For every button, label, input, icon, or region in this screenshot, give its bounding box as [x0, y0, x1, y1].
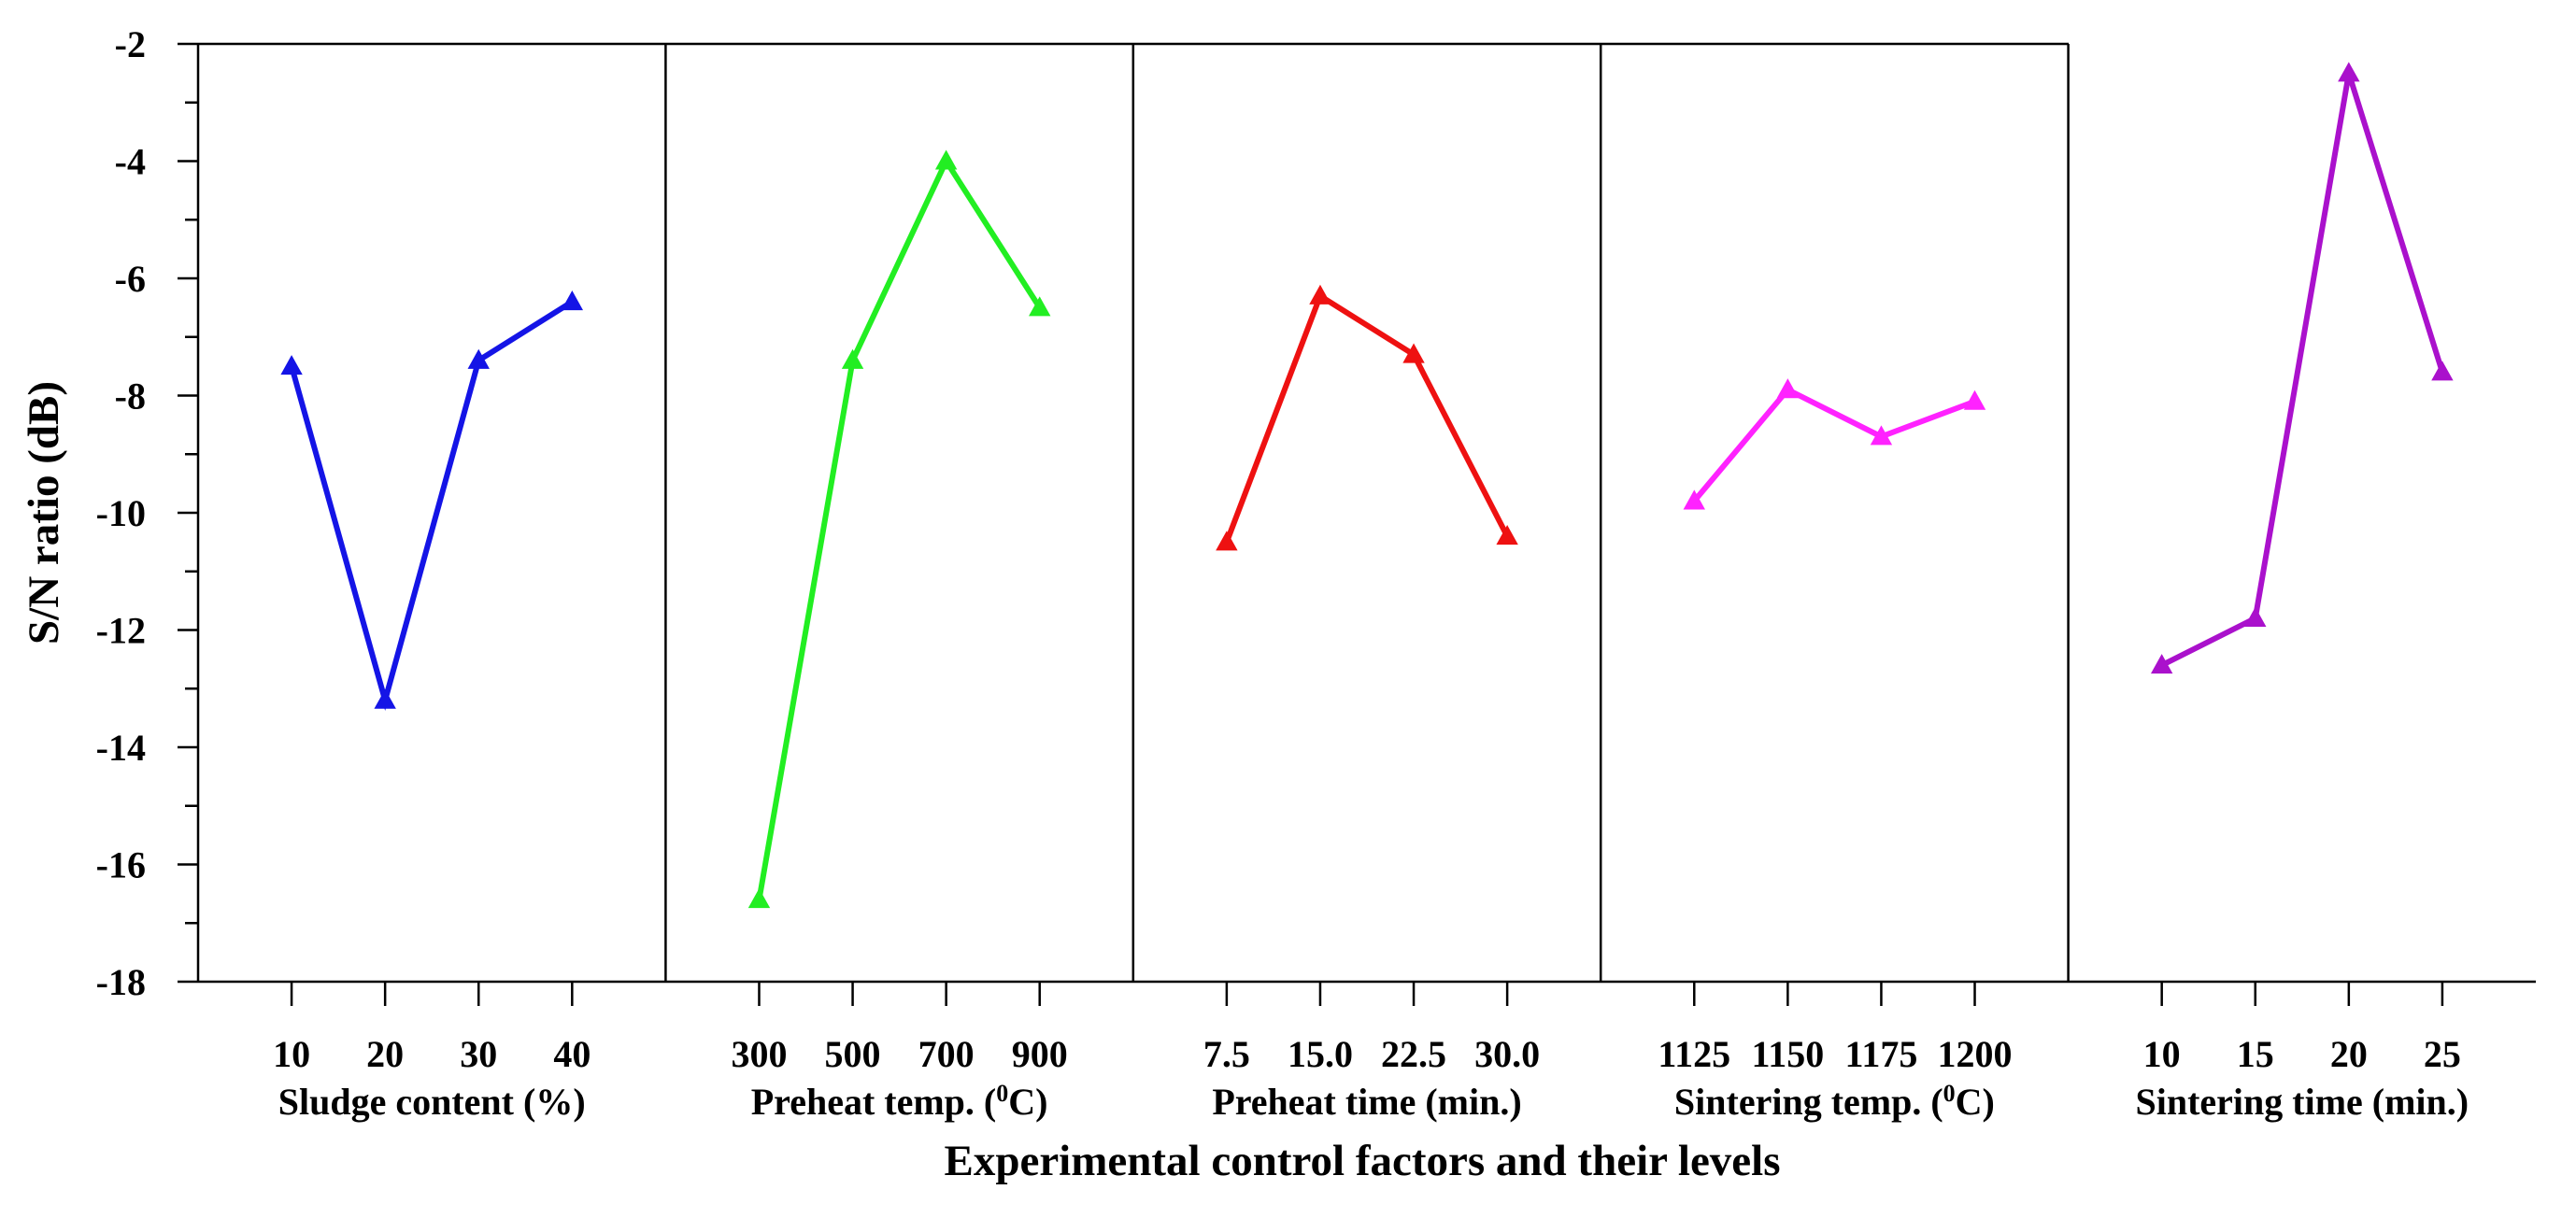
series-line [1224, 291, 1510, 544]
x-tick-label: 20 [366, 1033, 404, 1075]
x-tick-label: 700 [918, 1033, 975, 1075]
data-point-marker [2244, 606, 2267, 627]
data-point-marker [1683, 489, 1705, 510]
series-line [756, 155, 1043, 900]
x-tick-label: 1200 [1938, 1033, 2013, 1075]
y-tick-label: -2 [115, 23, 146, 65]
data-point-marker [2431, 361, 2454, 381]
x-tick-label: 1125 [1658, 1033, 1730, 1075]
y-tick-label: -10 [96, 492, 146, 534]
data-point-marker [1963, 389, 1986, 410]
data-point-marker [1309, 284, 1331, 304]
factor-label: Sintering temp. (0C) [1674, 1080, 1995, 1124]
y-tick-label: -18 [96, 961, 146, 1003]
x-tick-label: 10 [273, 1033, 310, 1075]
x-tick-label: 7.5 [1203, 1033, 1250, 1075]
data-point-marker [934, 149, 958, 170]
data-point-marker [841, 348, 864, 369]
factor-label: Sintering time (min.) [2135, 1081, 2469, 1123]
data-point-marker [280, 355, 303, 375]
data-point-marker [1496, 525, 1518, 545]
series-line [289, 299, 574, 712]
x-tick-label: 15.0 [1288, 1033, 1353, 1075]
data-point-marker [1216, 531, 1238, 551]
data-point-marker [1402, 343, 1425, 363]
x-tick-label: 300 [731, 1033, 787, 1075]
x-tick-label: 1175 [1845, 1033, 1918, 1075]
y-tick-label: -12 [96, 610, 146, 652]
data-point-marker [561, 290, 584, 311]
data-point-marker [747, 888, 771, 909]
factor-label: Preheat time (min.) [1212, 1081, 1521, 1123]
x-tick-label: 30.0 [1474, 1033, 1540, 1075]
x-tick-label: 40 [553, 1033, 591, 1075]
x-tick-label: 20 [2330, 1033, 2368, 1075]
x-tick-label: 22.5 [1381, 1033, 1446, 1075]
series-line [2160, 72, 2445, 668]
x-tick-label: 1150 [1751, 1033, 1824, 1075]
y-tick-label: -6 [115, 258, 146, 300]
data-point-marker [2338, 62, 2360, 82]
data-point-marker [374, 688, 396, 709]
x-tick-label: 500 [825, 1033, 881, 1075]
y-tick-label: -4 [115, 141, 146, 183]
y-tick-label: -8 [115, 375, 146, 418]
data-point-marker [2150, 654, 2173, 674]
series-line [1691, 386, 1976, 503]
factor-label: Preheat temp. (0C) [751, 1080, 1048, 1124]
x-tick-label: 30 [460, 1033, 497, 1075]
data-point-marker [1776, 378, 1800, 399]
x-tick-label: 15 [2237, 1033, 2274, 1075]
y-tick-label: -16 [96, 844, 146, 886]
y-tick-label: -14 [96, 727, 146, 769]
data-point-marker [1870, 425, 1893, 446]
x-tick-label: 25 [2424, 1033, 2461, 1075]
data-point-marker [467, 348, 490, 369]
x-axis-title: Experimental control factors and their l… [944, 1137, 1780, 1185]
factor-label: Sludge content (%) [278, 1081, 586, 1123]
x-tick-label: 900 [1012, 1033, 1068, 1075]
x-tick-label: 10 [2143, 1033, 2181, 1075]
y-axis-title: S/N ratio (dB) [20, 381, 68, 644]
data-point-marker [1029, 296, 1051, 317]
